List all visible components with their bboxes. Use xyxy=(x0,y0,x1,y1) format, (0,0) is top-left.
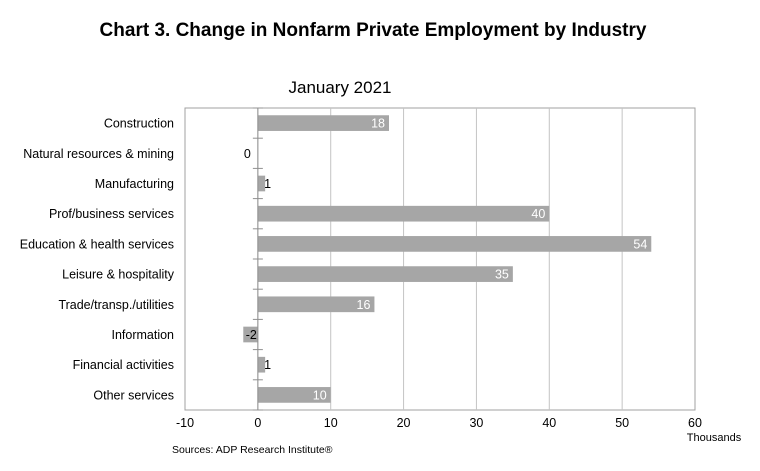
x-unit-label: Thousands xyxy=(687,432,742,444)
x-tick-label: 60 xyxy=(688,416,702,430)
chart-subtitle: January 2021 xyxy=(288,78,391,97)
data-label: 1 xyxy=(264,177,271,191)
category-label: Trade/transp./utilities xyxy=(58,298,174,312)
x-tick-label: -10 xyxy=(176,416,194,430)
x-tick-label: 10 xyxy=(324,416,338,430)
category-label: Prof/business services xyxy=(49,207,174,221)
category-label: Education & health services xyxy=(20,237,174,251)
x-tick-label: 40 xyxy=(542,416,556,430)
data-label: 10 xyxy=(313,388,327,402)
x-tick-label: 50 xyxy=(615,416,629,430)
bar xyxy=(257,296,375,313)
bar xyxy=(257,356,266,373)
bar xyxy=(257,387,331,403)
data-label: 18 xyxy=(371,117,385,131)
bar xyxy=(257,236,652,252)
bar xyxy=(257,175,266,192)
bars xyxy=(243,115,652,403)
data-label: 1 xyxy=(264,358,271,372)
x-tick-labels: -10 0 10 20 30 40 50 60 xyxy=(176,416,702,430)
category-label: Manufacturing xyxy=(95,177,174,191)
category-label: Leisure & hospitality xyxy=(62,268,175,282)
data-labels: 18 0 1 40 54 35 16 -2 1 10 xyxy=(244,117,647,403)
x-tick-label: 0 xyxy=(254,416,261,430)
data-label: 40 xyxy=(531,207,545,221)
category-label: Financial activities xyxy=(73,358,174,372)
data-label: 35 xyxy=(495,268,509,282)
x-tick-label: 30 xyxy=(469,416,483,430)
axis xyxy=(252,107,263,411)
x-tick-label: 20 xyxy=(397,416,411,430)
bar xyxy=(257,115,389,131)
bar xyxy=(243,326,258,343)
chart-title: Chart 3. Change in Nonfarm Private Emplo… xyxy=(100,20,647,41)
data-label: 16 xyxy=(357,298,371,312)
category-label: Other services xyxy=(93,388,174,402)
category-labels: Construction Natural resources & mining Ma… xyxy=(20,117,175,403)
category-label: Natural resources & mining xyxy=(23,147,174,161)
gridlines xyxy=(257,108,623,410)
category-label: Construction xyxy=(104,117,174,131)
source-note: Sources: ADP Research Institute® xyxy=(172,444,333,456)
data-label: 54 xyxy=(633,237,647,251)
bar xyxy=(257,205,550,222)
category-label: Information xyxy=(111,328,174,342)
bar xyxy=(257,266,513,282)
data-label: 0 xyxy=(244,147,251,161)
data-label: -2 xyxy=(246,328,257,342)
plot-area xyxy=(184,107,696,411)
